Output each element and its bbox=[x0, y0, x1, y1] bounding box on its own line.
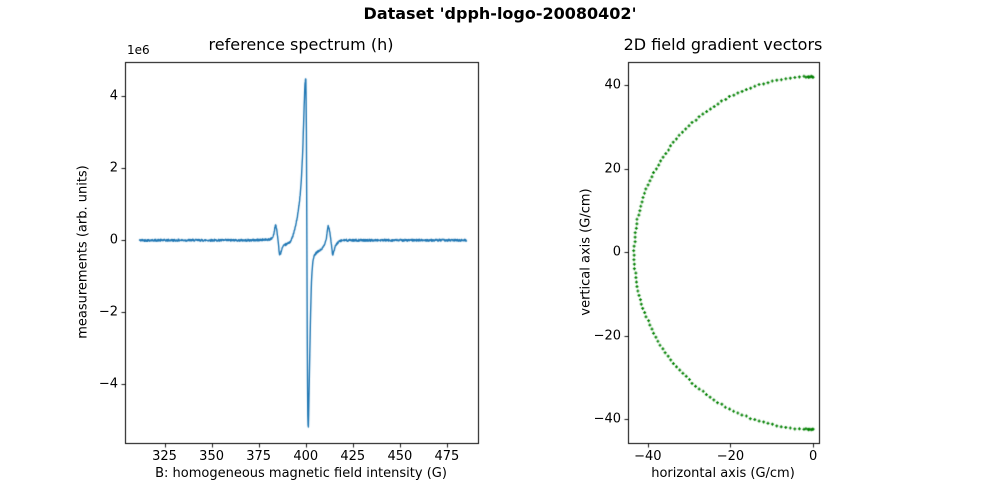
right-plot-y-tick-label: −20 bbox=[593, 328, 621, 344]
right-plot-y-tick-label: 20 bbox=[604, 161, 621, 177]
left-plot-xlabel: B: homogeneous magnetic field intensity … bbox=[155, 466, 447, 481]
right-plot-y-tick-label: 40 bbox=[604, 77, 621, 93]
left-plot-x-tick-label: 450 bbox=[387, 449, 413, 464]
left-plot-y-tick-label: 2 bbox=[109, 160, 118, 176]
right-plot-y-tick-label: −40 bbox=[593, 411, 621, 427]
left-plot-y-tick-label: −4 bbox=[98, 376, 118, 392]
left-plot-ylabel: measurements (arb. units) bbox=[75, 165, 91, 339]
left-plot-title: reference spectrum (h) bbox=[208, 35, 394, 54]
right-plot-xlabel: horizontal axis (G/cm) bbox=[651, 466, 795, 481]
y-axis-offset-label: 1e6 bbox=[127, 43, 150, 57]
right-plot-ylabel: vertical axis (G/cm) bbox=[578, 188, 594, 316]
right-plot-title: 2D field gradient vectors bbox=[623, 35, 823, 54]
left-plot-x-tick-label: 325 bbox=[152, 449, 177, 464]
left-plot-x-tick-label: 350 bbox=[199, 449, 225, 464]
left-plot-y-tick-label: −2 bbox=[98, 304, 118, 320]
left-plot-x-tick-label: 425 bbox=[340, 449, 366, 464]
figure-suptitle: Dataset 'dpph-logo-20080402' bbox=[363, 4, 637, 23]
left-plot-x-tick-label: 375 bbox=[246, 449, 272, 464]
left-plot-x-tick-label: 400 bbox=[293, 449, 319, 464]
right-plot-x-tick-label: −20 bbox=[716, 449, 745, 464]
right-plot-x-tick-label: −40 bbox=[634, 449, 662, 464]
left-plot-x-tick-label: 475 bbox=[434, 449, 460, 464]
right-plot-x-tick-label: 0 bbox=[808, 449, 818, 464]
left-plot-y-tick-label: 0 bbox=[109, 232, 118, 248]
right-plot-y-tick-label: 0 bbox=[612, 244, 621, 260]
left-plot-y-tick-label: 4 bbox=[109, 88, 118, 104]
